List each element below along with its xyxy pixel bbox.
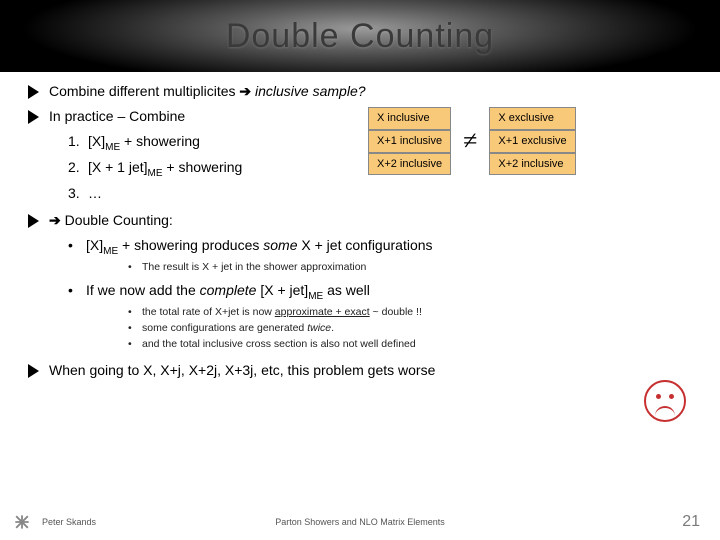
box-cell: X+2 inclusive (368, 153, 451, 176)
footer-author: Peter Skands (42, 517, 96, 527)
box-cell: X inclusive (368, 107, 451, 130)
section-practice: In practice – Combine 1. [X]ME + showeri… (28, 107, 692, 203)
footer: Peter Skands Parton Showers and NLO Matr… (0, 512, 720, 532)
sub-sub-list: • the total rate of X+jet is now approxi… (128, 305, 692, 352)
bullet-2: In practice – Combine (28, 107, 692, 126)
sub-sub-item: • The result is X + jet in the shower ap… (128, 260, 692, 274)
list-item: 3. … (68, 184, 692, 203)
bullet-3: ➔ Double Counting: (28, 211, 692, 230)
sub-bullet: • [X]ME + showering produces some X + je… (68, 236, 692, 258)
frown-face-icon (644, 380, 686, 422)
box-cell: X exclusive (489, 107, 575, 130)
list-text: [X]ME + showering (88, 132, 200, 154)
box-column-right: X exclusive X+1 exclusive X+2 inclusive (489, 107, 575, 176)
bullet-dot-icon: • (68, 281, 86, 303)
sub-sub-list: • The result is X + jet in the shower ap… (128, 260, 692, 274)
triangle-icon (28, 85, 39, 99)
comparison-boxes: X inclusive X+1 inclusive X+2 inclusive … (368, 107, 576, 176)
list-text: [X + 1 jet]ME + showering (88, 158, 242, 180)
list-number: 2. (68, 158, 88, 180)
page-number: 21 (682, 513, 700, 531)
bullet-dot-icon: • (128, 305, 142, 319)
sub-sub-item: • some configurations are generated twic… (128, 321, 692, 335)
triangle-icon (28, 110, 39, 124)
bullet-dot-icon: • (128, 337, 142, 351)
sub-sub-item: • and the total inclusive cross section … (128, 337, 692, 351)
sub-bullet-text: [X]ME + showering produces some X + jet … (86, 236, 433, 258)
sub-bullets: • [X]ME + showering produces some X + je… (68, 236, 692, 351)
triangle-icon (28, 214, 39, 228)
title-band: Double Counting (0, 0, 720, 72)
fermilab-logo-icon (12, 512, 32, 532)
footer-talk-title: Parton Showers and NLO Matrix Elements (275, 517, 445, 527)
list-text: … (88, 184, 102, 203)
sub-bullet-text: If we now add the complete [X + jet]ME a… (86, 281, 370, 303)
list-number: 1. (68, 132, 88, 154)
bullet-3-text: ➔ Double Counting: (49, 211, 173, 230)
sub-sub-text: The result is X + jet in the shower appr… (142, 260, 366, 274)
footer-left: Peter Skands (12, 512, 96, 532)
sub-sub-text: the total rate of X+jet is now approxima… (142, 305, 422, 319)
box-cell: X+2 inclusive (489, 153, 575, 176)
bullet-1-text: Combine different multiplicites ➔ inclus… (49, 82, 366, 101)
bullet-dot-icon: • (128, 260, 142, 274)
sub-sub-text: some configurations are generated twice. (142, 321, 334, 335)
not-equal-icon: ≠ (463, 128, 477, 154)
box-cell: X+1 exclusive (489, 130, 575, 153)
sub-sub-text: and the total inclusive cross section is… (142, 337, 416, 351)
list-number: 3. (68, 184, 88, 203)
bullet-dot-icon: • (128, 321, 142, 335)
box-column-left: X inclusive X+1 inclusive X+2 inclusive (368, 107, 451, 176)
slide-title: Double Counting (226, 17, 494, 56)
sub-sub-item: • the total rate of X+jet is now approxi… (128, 305, 692, 319)
arrow-right-icon: ➔ (239, 83, 251, 99)
arrow-right-icon: ➔ (49, 212, 61, 228)
sub-bullet: • If we now add the complete [X + jet]ME… (68, 281, 692, 303)
slide-content: Combine different multiplicites ➔ inclus… (0, 72, 720, 380)
bullet-dot-icon: • (68, 236, 86, 258)
bullet-2-text: In practice – Combine (49, 107, 185, 126)
bullet-1: Combine different multiplicites ➔ inclus… (28, 82, 692, 101)
bullet-4-text: When going to X, X+j, X+2j, X+3j, etc, t… (49, 361, 435, 380)
bullet-4: When going to X, X+j, X+2j, X+3j, etc, t… (28, 361, 692, 380)
box-cell: X+1 inclusive (368, 130, 451, 153)
triangle-icon (28, 364, 39, 378)
